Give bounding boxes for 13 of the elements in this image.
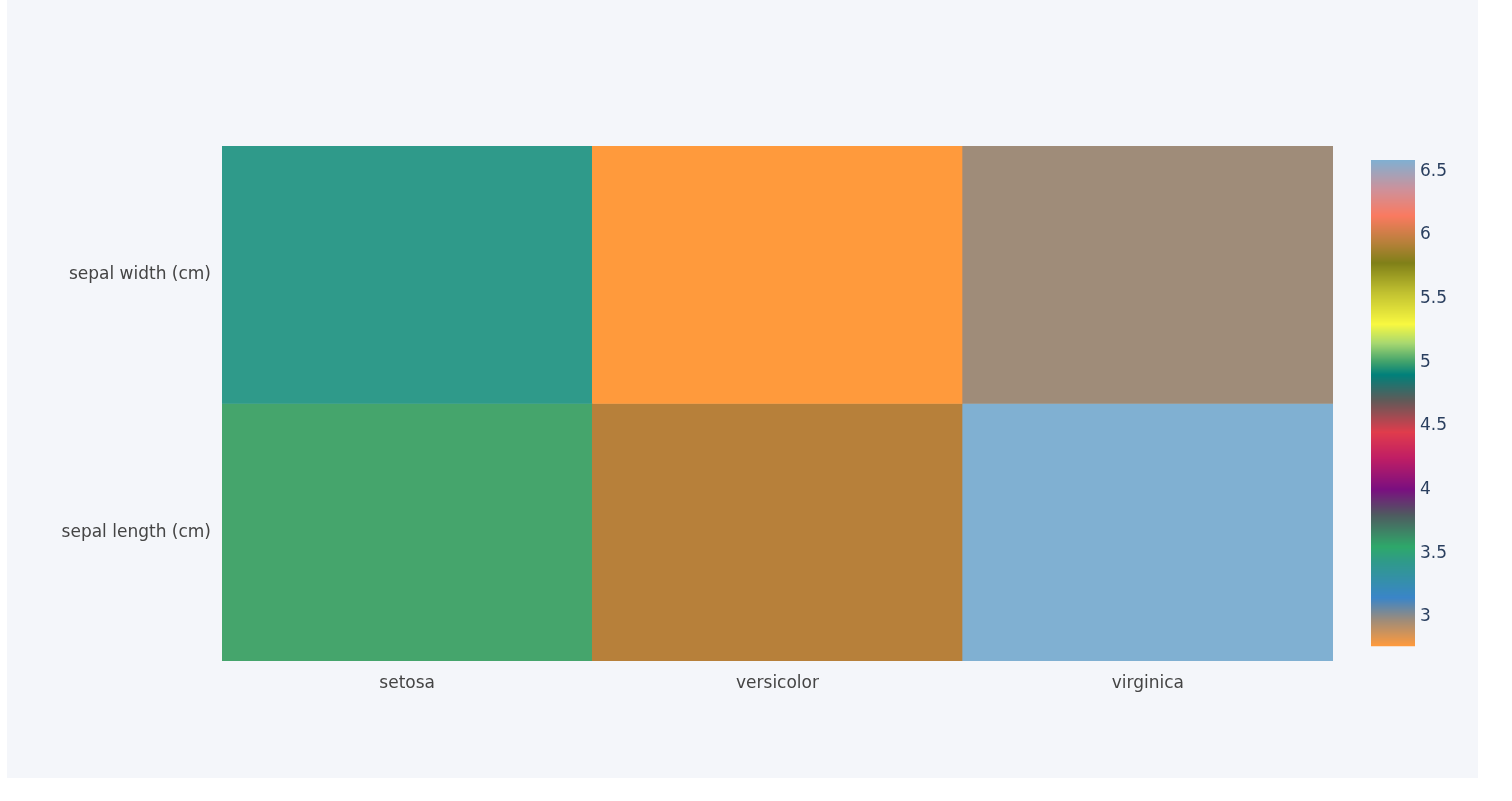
y-tick-label: sepal width (cm) (68, 263, 211, 284)
x-tick-label: versicolor (736, 671, 819, 692)
color-bar-label: 3 (1420, 605, 1431, 626)
color-bar-label: 3.5 (1420, 541, 1448, 562)
x-tick-label: setosa (379, 671, 435, 692)
x-tick-label: virginica (1111, 671, 1184, 692)
color-bar-label: 6 (1420, 223, 1431, 244)
color-bar-label: 4.5 (1420, 414, 1448, 435)
color-bar-label: 6.5 (1420, 159, 1448, 180)
color-bar-label: 5 (1420, 350, 1431, 371)
y-tick-label: sepal length (cm) (61, 520, 211, 541)
color-bar-label: 5.5 (1420, 287, 1448, 308)
color-bar-label: 4 (1420, 477, 1431, 498)
